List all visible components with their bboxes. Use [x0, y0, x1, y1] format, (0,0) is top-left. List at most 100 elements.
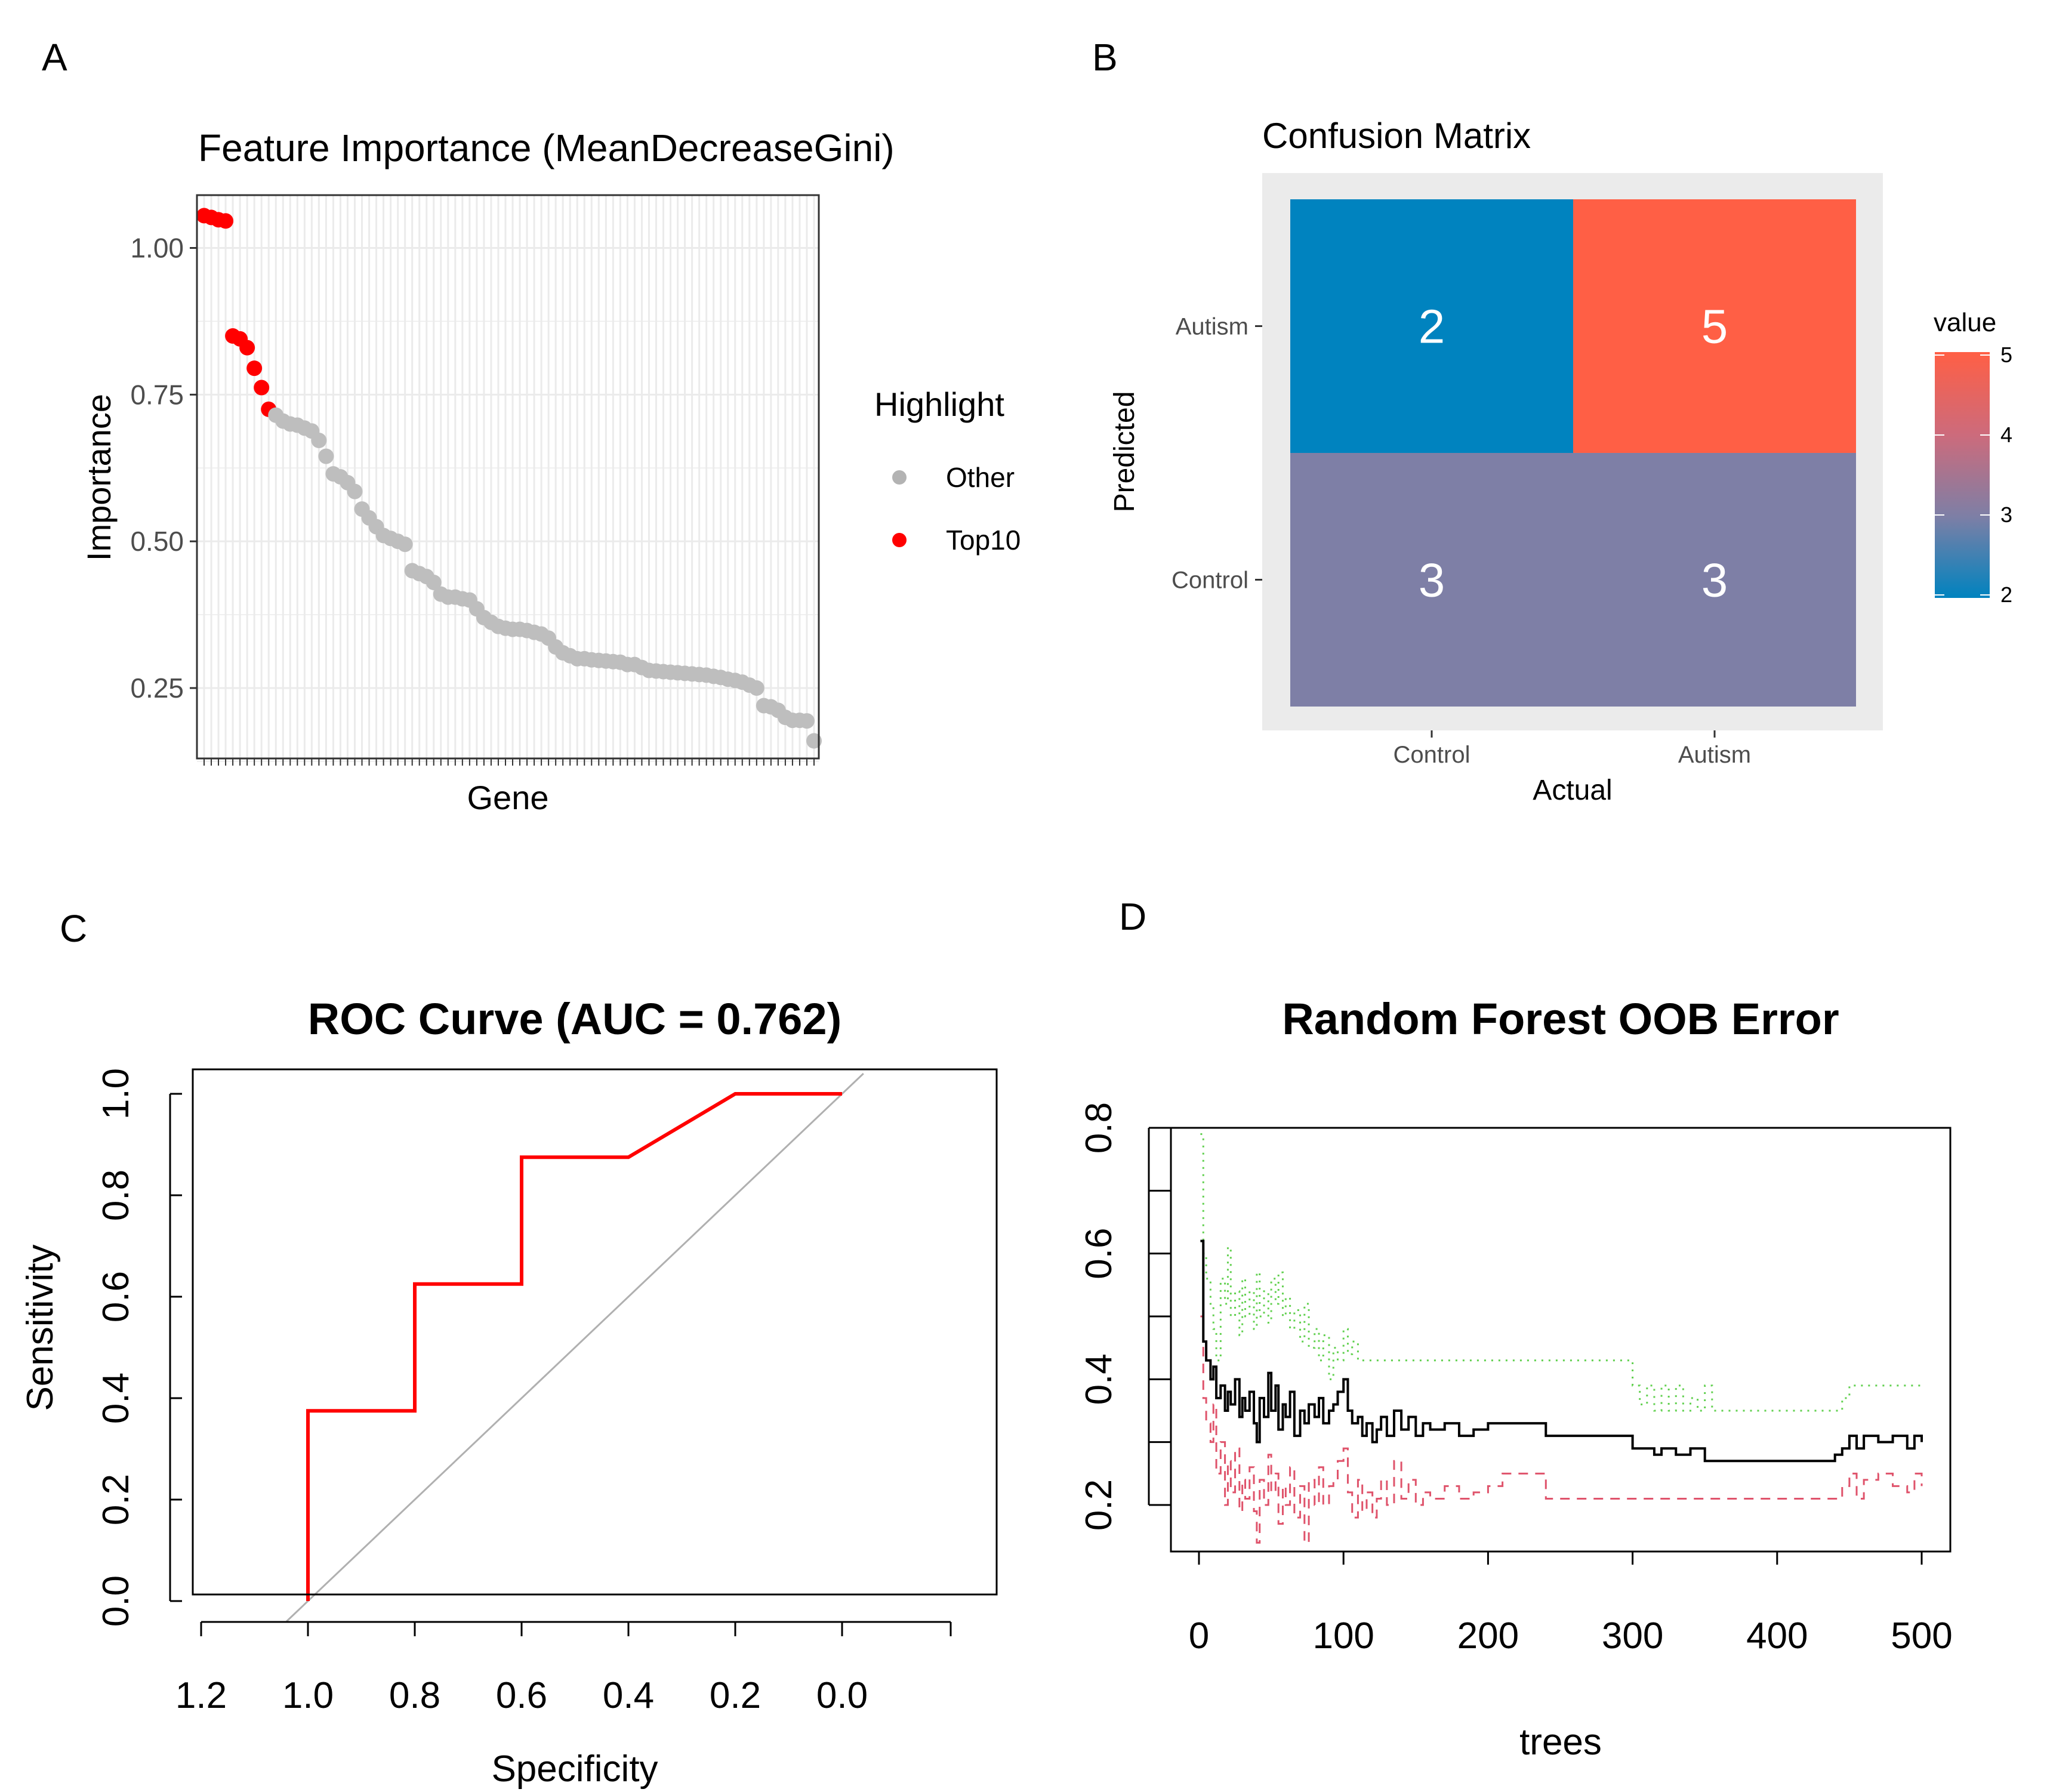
panel-b-title: Confusion Matrix: [1262, 116, 1531, 156]
other-point: [311, 433, 327, 449]
y-tick-label: Autism: [1176, 314, 1248, 340]
x-tick-label: 1.0: [282, 1675, 334, 1716]
other-point: [318, 448, 334, 464]
matrix-cell: [1290, 199, 1573, 453]
panel-c: C ROC Curve (AUC = 0.762) 0.00.20.40.60.…: [20, 907, 998, 1790]
panel-a-x-ticks: [204, 758, 815, 766]
y-tick-label: 0.0: [95, 1575, 137, 1627]
matrix-cell: [1573, 453, 1856, 707]
top10-point: [239, 340, 255, 356]
matrix-cell-value: 3: [1701, 554, 1728, 607]
x-tick-label: 0.0: [816, 1675, 868, 1716]
colorbar-title: value: [1934, 308, 1996, 337]
x-tick-label: 0: [1189, 1615, 1209, 1657]
panel-d: D Random Forest OOB Error 0.2 0.4 0.6 0.8 0…: [1078, 895, 1953, 1763]
x-tick-label: Autism: [1678, 742, 1751, 768]
panel-b-x-label: Actual: [1533, 775, 1612, 806]
colorbar-tick-label: 3: [2000, 502, 2012, 527]
panel-label-b: B: [1092, 36, 1118, 79]
legend-key-top10: [892, 533, 907, 547]
x-tick-label: 400: [1746, 1615, 1808, 1657]
matrix-cell-value: 5: [1701, 300, 1728, 353]
panel-b-colorbar: value 2 3 4 5: [1934, 308, 2012, 607]
legend-title: Highlight: [874, 385, 1004, 423]
legend-label-other: Other: [946, 462, 1015, 493]
y-tick-label: 0.75: [130, 379, 184, 410]
y-tick-label: 1.0: [95, 1068, 137, 1119]
other-point: [799, 713, 815, 729]
panel-c-lines: [286, 1072, 864, 1623]
colorbar-tick-label: 5: [2000, 343, 2012, 367]
legend-key-other: [892, 470, 907, 485]
other-point: [748, 680, 764, 696]
panel-b-cells: 2 5 3 3: [1290, 199, 1856, 707]
matrix-cell-value: 3: [1419, 554, 1445, 607]
matrix-cell: [1573, 199, 1856, 453]
y-tick-label: 0.8: [95, 1170, 137, 1221]
x-tick-label: 0.4: [603, 1675, 654, 1716]
panel-d-y-axis: 0.2 0.4 0.6 0.8: [1078, 1102, 1171, 1531]
panel-label-a: A: [42, 36, 67, 79]
top10-point: [218, 213, 234, 229]
panel-c-title: ROC Curve (AUC = 0.762): [308, 994, 841, 1044]
y-tick-label: 0.8: [1078, 1102, 1120, 1153]
panel-d-title: Random Forest OOB Error: [1282, 994, 1839, 1044]
colorbar-ticks: 2 3 4 5: [1935, 343, 2012, 607]
panel-c-x-label: Specificity: [491, 1748, 658, 1790]
top10-point: [254, 380, 270, 396]
y-tick-label: 0.2: [1078, 1479, 1120, 1531]
panel-a-plot-area: [197, 195, 819, 758]
panel-a-gridlines: [197, 195, 819, 762]
panel-d-lines: [1200, 1133, 1923, 1544]
panel-a: A Feature Importance (MeanDecreaseGini) …: [42, 36, 1021, 816]
panel-a-legend: Highlight Other Top10: [874, 385, 1021, 556]
x-tick-label: 300: [1602, 1615, 1663, 1657]
y-tick-label: 0.6: [95, 1271, 137, 1322]
colorbar-tick-label: 2: [2000, 582, 2012, 607]
colorbar-tick-label: 4: [2000, 422, 2012, 447]
oob-series-oob: [1200, 1239, 1923, 1463]
panel-a-points: [196, 208, 822, 749]
chance-diagonal: [286, 1072, 864, 1623]
legend-label-top10: Top10: [946, 525, 1021, 556]
panel-c-y-axis: 0.0 0.2 0.4 0.6 0.8 1.0: [95, 1068, 182, 1627]
x-tick-label: 500: [1891, 1615, 1952, 1657]
panel-b: B Confusion Matrix 2 5 3 3 Autism Control Con…: [1092, 36, 2012, 806]
colorbar-gradient: [1935, 352, 1990, 598]
y-tick-label: Control: [1172, 567, 1248, 594]
panel-a-y-label: Importance: [80, 394, 118, 561]
panel-c-plot-box: [192, 1068, 998, 1596]
y-tick-label: 0.4: [95, 1372, 137, 1424]
panel-a-x-label: Gene: [467, 779, 549, 816]
top10-point: [246, 360, 263, 377]
panel-a-title: Feature Importance (MeanDecreaseGini): [198, 127, 895, 169]
roc-curve: [306, 1092, 842, 1601]
y-tick-label: 0.2: [95, 1474, 137, 1525]
panel-d-plot-box: [1170, 1127, 1952, 1553]
x-tick-label: Control: [1394, 742, 1470, 768]
other-point: [347, 483, 363, 499]
x-tick-label: 100: [1312, 1615, 1374, 1657]
panel-b-axes: Autism Control Control Autism: [1172, 314, 1751, 769]
matrix-cell: [1290, 453, 1573, 707]
panel-a-y-axis: 0.25 0.50 0.75 1.00: [130, 233, 197, 704]
y-tick-label: 0.6: [1078, 1228, 1120, 1279]
other-point: [397, 536, 413, 553]
other-point: [426, 575, 442, 590]
x-tick-label: 0.6: [496, 1675, 547, 1716]
y-tick-label: 0.50: [130, 526, 184, 557]
y-tick-label: 0.4: [1078, 1353, 1120, 1405]
oob-series-control: [1200, 1315, 1923, 1544]
x-tick-label: 1.2: [175, 1675, 227, 1716]
panel-b-y-label: Predicted: [1109, 391, 1140, 513]
matrix-cell-value: 2: [1419, 300, 1445, 353]
panel-a-border: [196, 194, 820, 760]
x-tick-label: 0.8: [389, 1675, 440, 1716]
panel-d-x-label: trees: [1519, 1722, 1602, 1763]
panel-d-x-axis: 0 100 200 300 400 500: [1189, 1550, 1953, 1657]
oob-series-autism: [1200, 1133, 1922, 1412]
x-tick-label: 0.2: [710, 1675, 761, 1716]
panel-c-x-axis: 1.2 1.0 0.8 0.6 0.4 0.2 0.0: [175, 1621, 952, 1716]
y-tick-label: 1.00: [130, 233, 184, 264]
